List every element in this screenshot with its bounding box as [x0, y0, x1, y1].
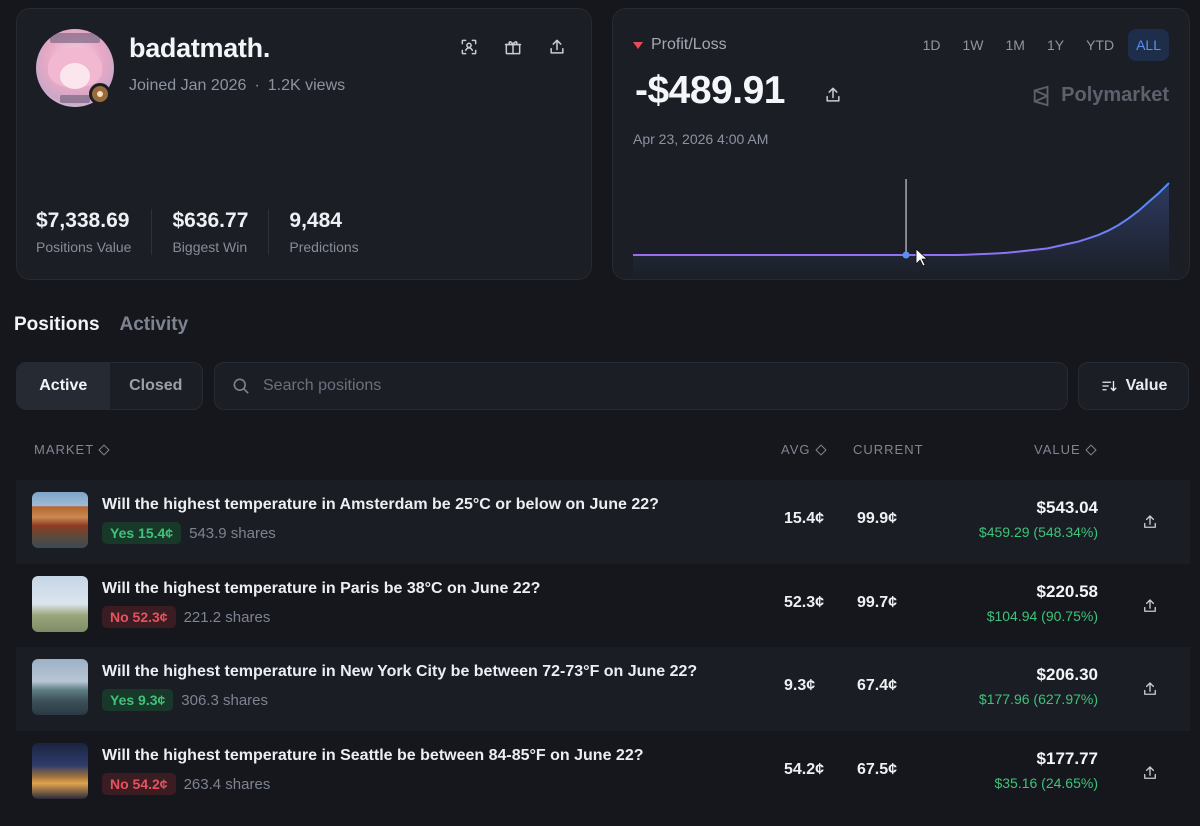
chart-cursor-point	[902, 251, 910, 259]
header-avg[interactable]: AVG	[781, 442, 827, 457]
view-count: 1.2K views	[267, 77, 346, 94]
pnl-date: Apr 23, 2026 4:00 AM	[633, 131, 769, 147]
sort-button[interactable]: Value	[1078, 362, 1189, 410]
pnl-share-icon[interactable]	[821, 83, 845, 107]
gift-icon[interactable]	[501, 35, 525, 59]
market-thumbnail	[32, 659, 88, 715]
outcome-pill: Yes 15.4¢	[102, 522, 182, 544]
polymarket-logo: Polymarket	[1031, 84, 1169, 107]
position-change: $35.16 (24.65%)	[994, 775, 1098, 791]
sort-diamond-icon	[814, 443, 827, 456]
status-segmented-control: Active Closed	[16, 362, 203, 410]
position-change: $177.96 (627.97%)	[978, 691, 1098, 707]
outcome-pill: No 52.3¢	[102, 606, 176, 628]
position-outcome: No 54.2¢ 263.4 shares	[102, 773, 270, 795]
range-1m[interactable]: 1M	[1005, 37, 1025, 53]
stat-positions-value: $7,338.69 Positions Value	[36, 209, 153, 255]
range-all[interactable]: ALL	[1128, 29, 1169, 61]
share-count: 543.9 shares	[189, 524, 276, 542]
position-value: $543.04	[1036, 498, 1098, 517]
position-outcome: Yes 15.4¢ 543.9 shares	[102, 522, 276, 544]
row-share-icon[interactable]	[1138, 677, 1162, 701]
stat-biggest-win: $636.77 Biggest Win	[172, 209, 270, 255]
stat-predictions: 9,484 Predictions	[289, 209, 359, 255]
range-ytd[interactable]: YTD	[1086, 37, 1115, 53]
qr-scan-icon[interactable]	[457, 35, 481, 59]
polymarket-icon	[1033, 85, 1049, 106]
current-price: 99.7¢	[857, 594, 898, 611]
share-count: 306.3 shares	[181, 691, 269, 709]
avg-price: 52.3¢	[784, 594, 825, 611]
position-value: $177.77	[1036, 749, 1098, 768]
position-value: $206.30	[1036, 665, 1098, 684]
row-share-icon[interactable]	[1138, 594, 1162, 618]
current-price: 99.9¢	[857, 510, 898, 527]
row-share-icon[interactable]	[1138, 761, 1162, 785]
search-input[interactable]	[263, 377, 1043, 395]
outcome-pill: No 54.2¢	[102, 773, 176, 795]
header-current: CURRENT	[853, 442, 924, 457]
sort-diamond-icon	[98, 443, 110, 456]
market-title[interactable]: Will the highest temperature in Amsterda…	[102, 496, 659, 513]
profile-card: badatmath. Joined Jan 2026 · 1.2K views $7…	[16, 8, 592, 280]
username: badatmath.	[129, 33, 271, 63]
pnl-chart[interactable]	[613, 159, 1190, 280]
range-1y[interactable]: 1Y	[1046, 37, 1065, 53]
market-thumbnail	[32, 743, 88, 799]
segment-active[interactable]: Active	[17, 363, 110, 409]
meta-separator: ·	[254, 77, 260, 94]
table-row[interactable]: Will the highest temperature in New York…	[16, 647, 1190, 731]
pnl-label: Profit/Loss	[633, 36, 727, 54]
market-title[interactable]: Will the highest temperature in Paris be…	[102, 580, 541, 597]
range-selector: 1D 1W 1M 1Y YTD ALL	[915, 29, 1169, 61]
market-title[interactable]: Will the highest temperature in Seattle …	[102, 747, 644, 764]
search-box	[214, 362, 1068, 410]
avg-price: 15.4¢	[784, 510, 825, 527]
mouse-pointer-icon	[915, 248, 929, 267]
sort-diamond-icon	[1085, 443, 1097, 456]
current-price: 67.4¢	[857, 677, 898, 694]
rank-badge-icon	[89, 83, 111, 105]
avatar[interactable]	[36, 29, 114, 107]
table-row[interactable]: Will the highest temperature in Seattle …	[16, 731, 1190, 815]
joined-date: Joined Jan 2026	[129, 77, 247, 94]
position-value: $220.58	[1036, 582, 1098, 601]
profile-stats: $7,338.69 Positions Value $636.77 Bigges…	[36, 209, 399, 255]
market-title[interactable]: Will the highest temperature in New York…	[102, 663, 698, 680]
header-value[interactable]: VALUE	[1034, 442, 1097, 457]
header-market[interactable]: MARKET	[34, 442, 110, 457]
current-price: 67.5¢	[857, 761, 898, 778]
share-count: 263.4 shares	[183, 775, 271, 793]
range-1d[interactable]: 1D	[922, 37, 941, 53]
pnl-value: -$489.91	[635, 69, 785, 112]
share-icon[interactable]	[545, 35, 569, 59]
share-count: 221.2 shares	[183, 608, 271, 626]
pnl-area-fill	[633, 183, 1169, 279]
search-icon	[233, 378, 249, 394]
position-outcome: No 52.3¢ 221.2 shares	[102, 606, 270, 628]
profile-meta: Joined Jan 2026 · 1.2K views	[129, 77, 345, 95]
market-thumbnail	[32, 492, 88, 548]
market-thumbnail	[32, 576, 88, 632]
segment-closed[interactable]: Closed	[129, 377, 183, 394]
tab-activity[interactable]: Activity	[119, 314, 189, 335]
position-change: $104.94 (90.75%)	[986, 608, 1098, 624]
main-tabs: Positions Activity	[14, 314, 188, 336]
pnl-card: Profit/Loss 1D 1W 1M 1Y YTD ALL -$489.91…	[612, 8, 1190, 280]
table-row[interactable]: Will the highest temperature in Amsterda…	[16, 480, 1190, 564]
avg-price: 9.3¢	[784, 677, 816, 694]
avg-price: 54.2¢	[784, 761, 825, 778]
pnl-series-line	[633, 182, 1170, 256]
position-change: $459.29 (548.34%)	[978, 524, 1098, 540]
table-row[interactable]: Will the highest temperature in Paris be…	[16, 564, 1190, 648]
outcome-pill: Yes 9.3¢	[102, 689, 174, 711]
tab-positions[interactable]: Positions	[14, 314, 100, 335]
down-triangle-icon	[633, 41, 643, 49]
sort-icon	[1101, 380, 1117, 392]
position-outcome: Yes 9.3¢ 306.3 shares	[102, 689, 268, 711]
range-1w[interactable]: 1W	[962, 37, 984, 53]
row-share-icon[interactable]	[1138, 510, 1162, 534]
